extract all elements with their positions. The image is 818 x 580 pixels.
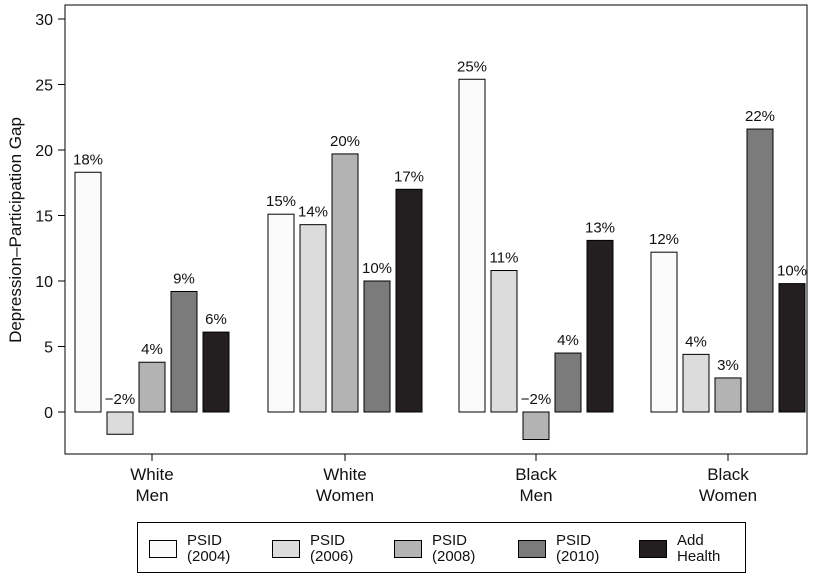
bar xyxy=(170,290,198,413)
legend-swatch xyxy=(639,540,667,558)
y-tick-label: 10 xyxy=(35,274,53,291)
y-tick-label: 20 xyxy=(35,143,53,160)
data-label: 18% xyxy=(73,151,103,168)
data-label: −2% xyxy=(105,391,135,408)
data-label: 15% xyxy=(266,193,296,210)
data-label: 17% xyxy=(394,168,424,185)
bar xyxy=(778,283,806,413)
bar xyxy=(554,352,582,413)
y-tick-label: 5 xyxy=(44,340,53,357)
data-label: 14% xyxy=(298,204,328,221)
data-label: 9% xyxy=(173,270,195,287)
data-label: 10% xyxy=(362,260,392,277)
bar xyxy=(746,128,774,413)
legend-label: PSID (2004) xyxy=(187,532,231,565)
legend-label: PSID (2010) xyxy=(556,532,600,565)
bar-chart: 0 5 10 15 20 25 30 18% −2% 4% 9% 6% 15%14% 20% 10% 17%… xyxy=(6,4,808,505)
bar xyxy=(331,153,359,413)
data-label: 4% xyxy=(141,341,163,358)
data-label: 11% xyxy=(490,250,519,267)
y-tick-label: 30 xyxy=(35,12,53,29)
bar xyxy=(490,270,518,413)
legend-label: Add Health xyxy=(677,532,721,565)
bars: 18% −2% 4% 9% 6% 15%14% 20% 10% 17% 25% 11% −2% 4% 13… xyxy=(73,58,807,441)
legend-swatch xyxy=(518,540,546,558)
data-label: 25% xyxy=(457,58,487,75)
bar xyxy=(106,411,134,435)
legend-swatch xyxy=(394,540,422,558)
y-axis-label: Depression–Participation Gap xyxy=(6,117,25,343)
data-label: 12% xyxy=(649,231,679,248)
x-tick-label: White Women xyxy=(316,465,374,505)
y-axis: 0 5 10 15 20 25 30 xyxy=(35,12,65,422)
bar xyxy=(586,239,614,413)
x-tick-label: Black Men xyxy=(515,465,557,505)
legend-label: PSID (2008) xyxy=(432,532,476,565)
y-tick-label: 25 xyxy=(35,78,53,95)
data-label: 4% xyxy=(685,333,707,350)
bar xyxy=(458,78,486,413)
bar xyxy=(650,251,678,413)
y-tick-label: 15 xyxy=(35,209,53,226)
data-label: 3% xyxy=(717,357,739,374)
legend-swatch xyxy=(149,540,177,558)
x-tick-label: Black Women xyxy=(699,465,757,505)
bar xyxy=(74,171,102,413)
legend-label: PSID (2006) xyxy=(310,532,354,565)
bar xyxy=(395,188,423,413)
bar xyxy=(363,280,391,413)
data-label: 13% xyxy=(585,219,615,236)
legend: PSID (2004) PSID (2006) PSID (2008) PSID (2… xyxy=(137,522,746,573)
data-label: 6% xyxy=(205,311,227,328)
legend-swatch xyxy=(272,540,300,558)
data-label: 22% xyxy=(745,108,775,125)
bar xyxy=(138,361,166,413)
bar xyxy=(202,331,230,413)
data-label: 10% xyxy=(777,263,807,280)
bar xyxy=(682,353,710,413)
y-tick-label: 0 xyxy=(44,405,53,422)
x-tick-label: White Men xyxy=(130,465,173,505)
plot-frame xyxy=(64,4,808,455)
bar xyxy=(267,213,295,413)
data-label: 4% xyxy=(557,332,579,349)
data-label: 20% xyxy=(330,133,360,150)
x-axis: White Men White Women Black Men Black Women xyxy=(130,454,757,505)
bar xyxy=(714,377,742,413)
bar xyxy=(522,411,550,441)
bar xyxy=(299,224,327,413)
data-label: −2% xyxy=(521,391,551,408)
